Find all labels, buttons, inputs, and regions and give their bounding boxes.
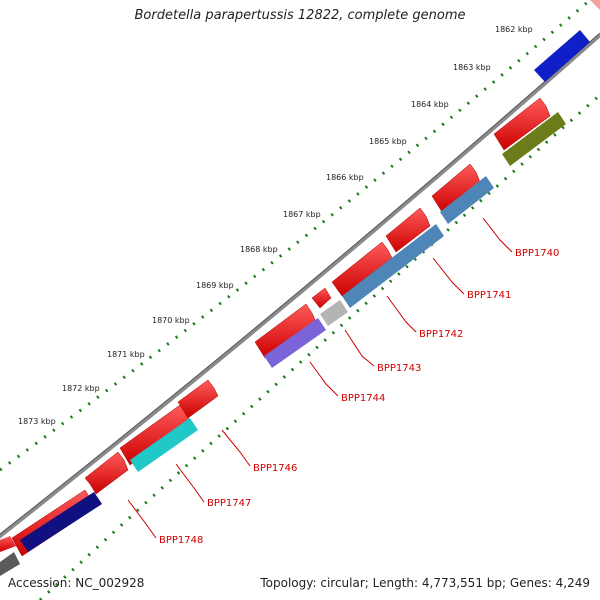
forward-gene[interactable] [177,379,219,419]
reverse-gene[interactable] [130,418,198,472]
gene-label-bpp1741[interactable]: BPP1741 [467,290,511,301]
gene-label-bpp1744[interactable]: BPP1744 [341,393,385,404]
tick-label: 1865 kbp [369,137,407,146]
reverse-gene[interactable] [440,176,494,224]
reverse-gene[interactable] [320,300,348,326]
inner-scale-arc [38,93,600,600]
tick-label: 1872 kbp [62,384,100,393]
forward-gene[interactable] [431,163,481,213]
forward-gene[interactable] [493,97,551,151]
tick-label: 1864 kbp [411,100,449,109]
gene-labels: BPP1740 BPP1741 BPP1742 BPP1743 BPP1744 … [159,248,559,546]
map-title: Bordetella parapertussis 12822, complete… [134,8,466,23]
reverse-gene[interactable] [502,112,566,166]
forward-gene[interactable] [254,303,317,359]
reverse-gene[interactable] [0,552,20,576]
gene-label-bpp1740[interactable]: BPP1740 [515,248,559,259]
forward-gene[interactable] [84,451,129,495]
forward-gene[interactable] [311,287,332,309]
tick-label: 1869 kbp [196,281,234,290]
tick-label: 1871 kbp [107,350,145,359]
scale-ticks: 1862 kbp 1863 kbp 1864 kbp 1865 kbp 1866… [18,25,533,426]
forward-gene[interactable] [0,536,16,552]
tick-label: 1868 kbp [240,245,278,254]
genome-backbone [0,33,600,539]
tick-label: 1873 kbp [18,417,56,426]
reverse-gene[interactable] [534,30,590,82]
accession-text: Accession: NC_002928 [8,576,145,590]
label-leaders [127,217,513,539]
genome-summary-text: Topology: circular; Length: 4,773,551 bp… [260,576,590,590]
tick-label: 1863 kbp [453,63,491,72]
reverse-gene[interactable] [342,224,444,308]
reverse-gene[interactable] [20,492,102,552]
tick-label: 1862 kbp [495,25,533,34]
forward-strand-genes [0,0,600,557]
forward-gene[interactable] [385,207,431,253]
outer-scale-arc [0,0,591,472]
gene-label-bpp1746[interactable]: BPP1746 [253,463,297,474]
gene-label-bpp1743[interactable]: BPP1743 [377,363,421,374]
reverse-strand-genes [0,30,590,576]
forward-gene[interactable] [590,0,600,10]
tick-label: 1866 kbp [326,173,364,182]
gene-label-bpp1748[interactable]: BPP1748 [159,535,203,546]
gene-label-bpp1747[interactable]: BPP1747 [207,498,251,509]
tick-label: 1870 kbp [152,316,190,325]
reverse-gene[interactable] [264,318,326,368]
gene-label-bpp1742[interactable]: BPP1742 [419,329,463,340]
tick-label: 1867 kbp [283,210,321,219]
forward-gene[interactable] [331,241,393,297]
